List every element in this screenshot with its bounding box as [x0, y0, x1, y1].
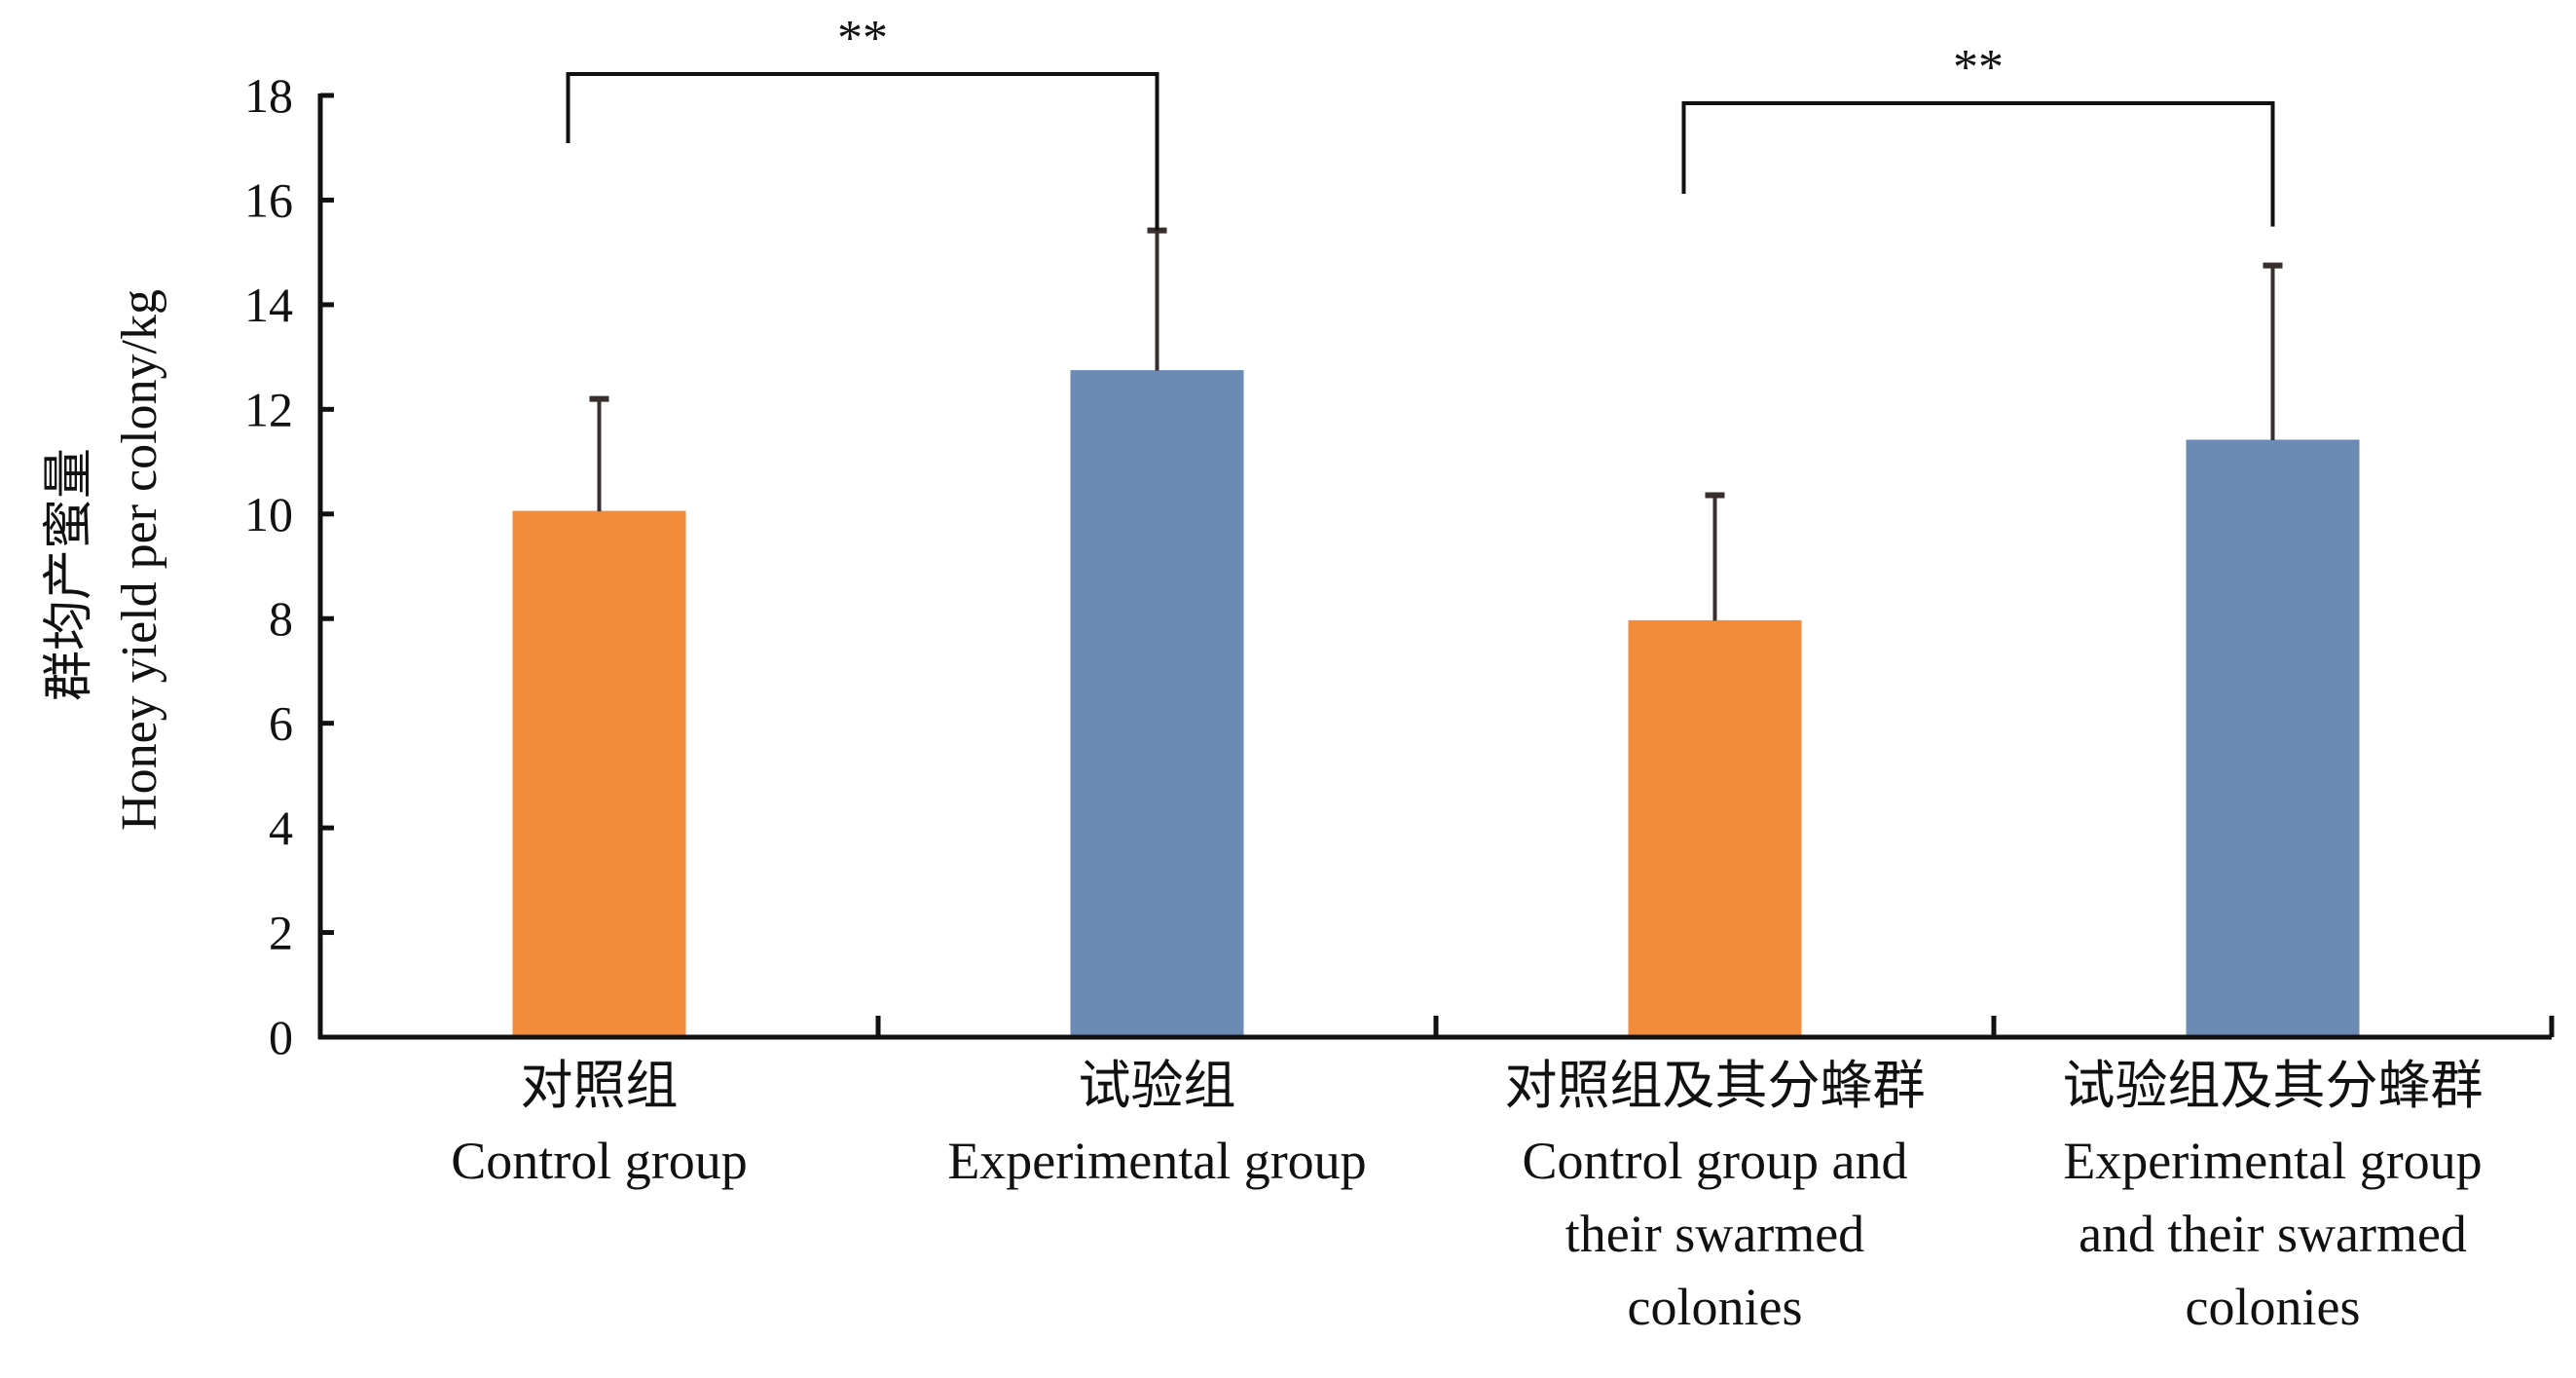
category-label-en: colonies [2186, 1278, 2361, 1336]
category-label-cn: 对照组及其分蜂群 [1505, 1057, 1926, 1115]
significance-bracket [566, 72, 1159, 231]
significance-bracket [1681, 101, 2275, 227]
bar [2186, 439, 2360, 1038]
y-axis-label-en: Honey yield per colony/kg [112, 289, 167, 831]
y-tick-label: 18 [244, 68, 293, 123]
y-tick-label: 8 [269, 591, 293, 646]
y-axis-label-cn: 群均产蜜量 [42, 448, 97, 701]
bar [512, 510, 686, 1038]
y-tick-label: 0 [269, 1010, 293, 1064]
y-tick-label: 10 [244, 487, 293, 541]
significance-label: ** [837, 11, 888, 66]
y-tick-label: 14 [244, 278, 293, 332]
bar [1070, 370, 1244, 1038]
category-label-cn: 对照组 [521, 1057, 679, 1115]
y-tick-label: 2 [269, 906, 293, 960]
category-label-en: colonies [1628, 1278, 1803, 1336]
y-tick-label: 16 [244, 172, 293, 227]
significance-label: ** [1953, 40, 2004, 95]
y-tick-label: 12 [244, 382, 293, 436]
category-label-cn: 试验组 [1079, 1057, 1236, 1115]
y-tick-label: 4 [269, 801, 293, 855]
category-label-en: Experimental group [2063, 1132, 2482, 1190]
y-axis-label: 群均产蜜量 Honey yield per colony/kg [42, 289, 167, 831]
category-label-cn: 试验组及其分蜂群 [2063, 1057, 2484, 1115]
category-label-en: Control group [451, 1132, 748, 1190]
bar [1628, 619, 1802, 1038]
category-label-en: their swarmed [1565, 1205, 1864, 1263]
category-label-en: and their swarmed [2079, 1205, 2467, 1263]
category-label-en: Experimental group [947, 1132, 1366, 1190]
category-label-en: Control group and [1523, 1132, 1908, 1190]
y-tick-label: 6 [269, 696, 293, 751]
